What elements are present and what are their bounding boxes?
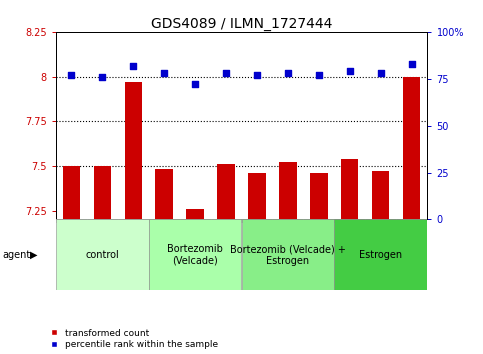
Bar xyxy=(334,219,366,223)
Bar xyxy=(403,76,421,354)
Text: GSM766687: GSM766687 xyxy=(314,219,324,261)
Point xyxy=(253,72,261,78)
Text: GSM766683: GSM766683 xyxy=(190,219,199,261)
Point xyxy=(129,63,137,68)
Text: GSM766686: GSM766686 xyxy=(284,219,293,261)
Bar xyxy=(186,209,203,354)
Point xyxy=(160,70,168,76)
Point xyxy=(377,70,385,76)
Point xyxy=(408,61,416,67)
Bar xyxy=(280,162,297,354)
Title: GDS4089 / ILMN_1727444: GDS4089 / ILMN_1727444 xyxy=(151,17,332,31)
Point xyxy=(346,68,354,74)
Text: GSM766679: GSM766679 xyxy=(345,219,355,261)
Bar xyxy=(397,219,427,223)
Bar xyxy=(366,219,397,223)
Text: Bortezomib
(Velcade): Bortezomib (Velcade) xyxy=(167,244,223,266)
Text: Estrogen: Estrogen xyxy=(359,250,402,260)
Bar xyxy=(180,219,211,223)
Bar xyxy=(334,219,427,290)
Bar xyxy=(117,219,149,223)
Text: Bortezomib (Velcade) +
Estrogen: Bortezomib (Velcade) + Estrogen xyxy=(230,244,346,266)
Text: GSM766681: GSM766681 xyxy=(408,219,416,261)
Bar xyxy=(211,219,242,223)
Bar xyxy=(62,166,80,354)
Bar xyxy=(217,164,235,354)
Text: GSM766680: GSM766680 xyxy=(376,219,385,261)
Text: agent: agent xyxy=(2,250,30,260)
Text: GSM766685: GSM766685 xyxy=(253,219,261,261)
Bar xyxy=(272,219,303,223)
Bar xyxy=(242,219,334,290)
Point xyxy=(222,70,230,76)
Text: control: control xyxy=(85,250,119,260)
Bar xyxy=(125,82,142,354)
Bar xyxy=(86,219,117,223)
Point xyxy=(67,72,75,78)
Point xyxy=(98,74,106,80)
Text: GSM766678: GSM766678 xyxy=(128,219,138,261)
Text: GSM766676: GSM766676 xyxy=(67,219,75,261)
Bar xyxy=(56,219,149,290)
Bar xyxy=(311,173,327,354)
Point xyxy=(284,70,292,76)
Bar xyxy=(56,219,86,223)
Bar xyxy=(242,219,272,223)
Point xyxy=(315,72,323,78)
Point xyxy=(191,81,199,87)
Bar xyxy=(94,166,111,354)
Bar xyxy=(341,159,358,354)
Bar xyxy=(156,170,172,354)
Bar xyxy=(248,173,266,354)
Text: GSM766677: GSM766677 xyxy=(98,219,107,261)
Text: GSM766684: GSM766684 xyxy=(222,219,230,261)
Bar xyxy=(303,219,334,223)
Legend: transformed count, percentile rank within the sample: transformed count, percentile rank withi… xyxy=(50,329,218,349)
Text: GSM766682: GSM766682 xyxy=(159,219,169,261)
Bar xyxy=(149,219,180,223)
Bar xyxy=(372,171,389,354)
Text: ▶: ▶ xyxy=(30,250,38,260)
Bar xyxy=(149,219,242,290)
